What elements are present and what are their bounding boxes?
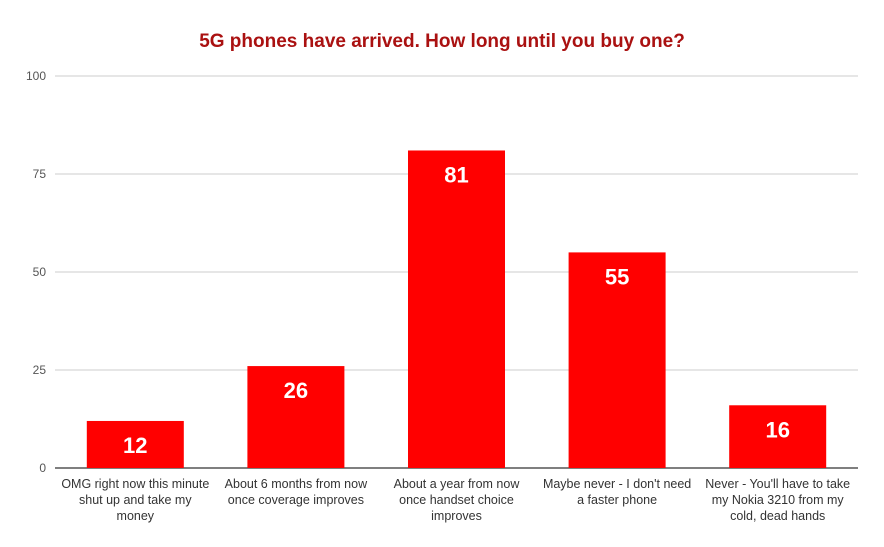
data-label: 26 [284, 378, 308, 403]
data-label: 16 [765, 417, 789, 442]
bars: 12 26 81 55 16 [86, 150, 827, 469]
data-label: 12 [123, 433, 147, 458]
bar [86, 420, 184, 468]
data-label: 55 [605, 264, 629, 289]
x-tick-label: OMG right now this minute shut up and tak… [61, 477, 209, 523]
bar [568, 252, 666, 468]
y-tick-label: 75 [33, 167, 47, 181]
data-label: 81 [444, 162, 468, 187]
x-tick-label: About 6 months from now once coverage imp… [225, 477, 368, 507]
x-axis-labels: OMG right now this minute shut up and tak… [61, 477, 850, 523]
y-tick-label: 50 [33, 265, 47, 279]
bar [729, 405, 827, 468]
x-tick-label: Never - You'll have to take my Nokia 3210… [705, 477, 850, 523]
x-tick-label: About a year from now once handset choice… [394, 477, 521, 523]
chart-title: 5G phones have arrived. How long until y… [199, 31, 685, 52]
bar [408, 150, 505, 469]
y-tick-label: 100 [26, 69, 46, 83]
y-tick-label: 0 [39, 461, 46, 475]
bar [247, 366, 345, 468]
y-tick-label: 25 [33, 363, 47, 377]
x-tick-label: Maybe never - I don't need a faster phone [543, 477, 691, 507]
y-axis-ticks: 0 25 50 75 100 [26, 69, 46, 475]
